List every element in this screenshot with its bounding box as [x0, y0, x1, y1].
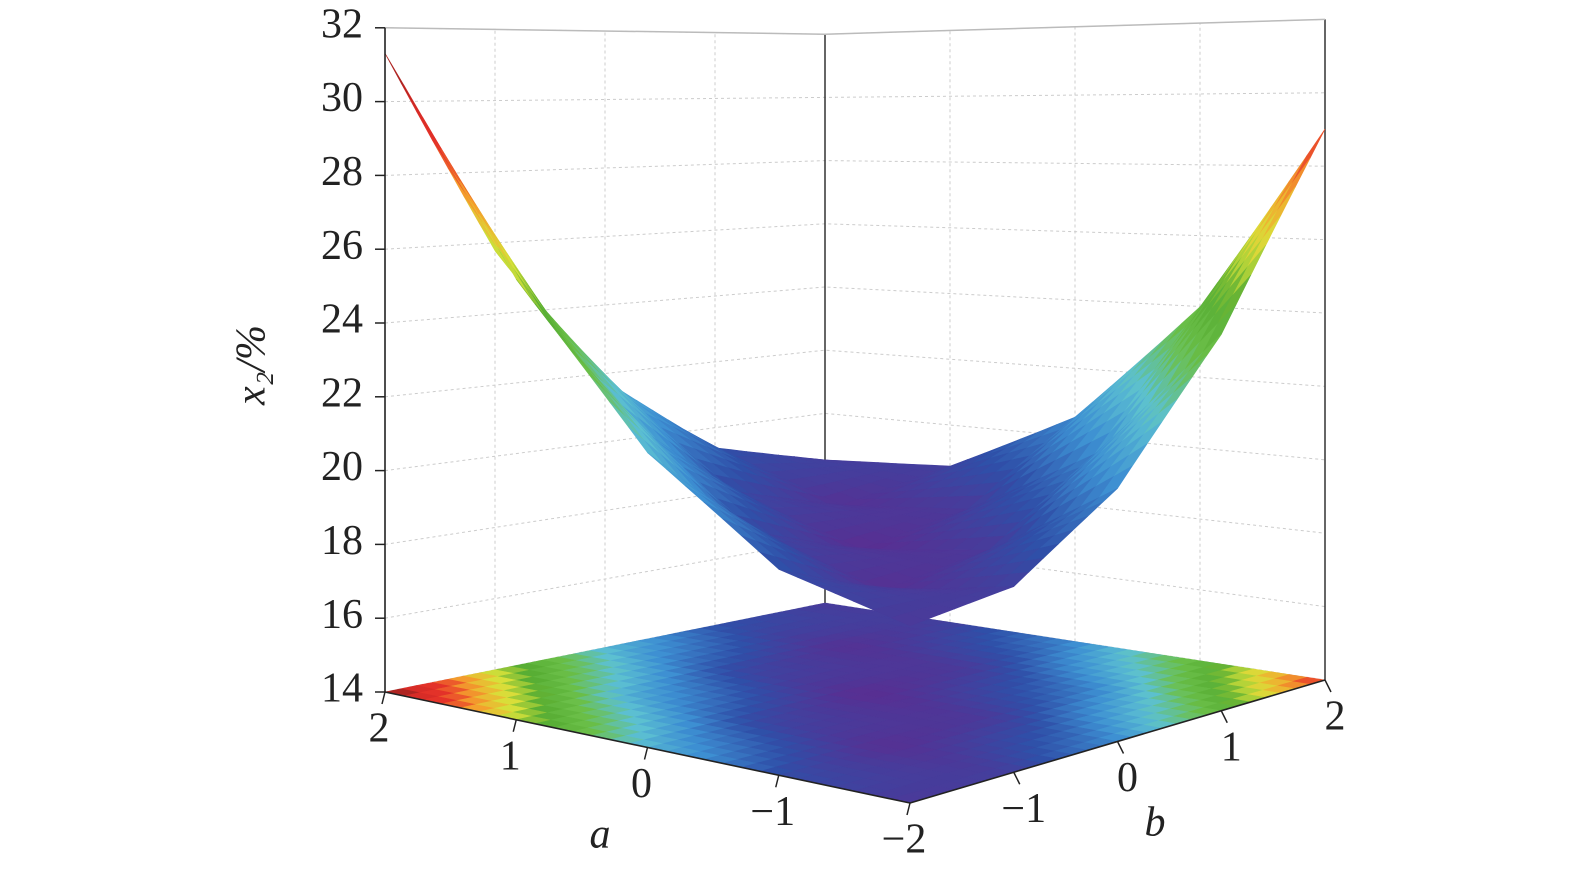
box-edge [824, 18, 1326, 35]
y-tick-label: 0 [1117, 755, 1138, 801]
y-tick [1324, 679, 1332, 693]
box-edge [384, 27, 826, 35]
z-tick-label: 18 [321, 518, 363, 564]
x-tick-label: 1 [500, 733, 521, 779]
y-tick [1013, 771, 1021, 785]
z-tick-label: 16 [321, 592, 363, 638]
x-tick [512, 719, 517, 732]
x-tick-label: −2 [882, 817, 927, 863]
z-tick-label: 20 [321, 444, 363, 490]
y-tick [1220, 710, 1228, 724]
y-axis-label: b [1145, 800, 1166, 846]
y-tick [1116, 741, 1125, 754]
x-axis-label: a [590, 812, 611, 858]
z-tick-label: 28 [321, 149, 363, 195]
x-tick [775, 775, 780, 788]
y-tick-label: 1 [1221, 724, 1242, 770]
y-tick-label: −1 [1001, 786, 1046, 832]
x-tick-label: 0 [631, 761, 652, 807]
x-tick [906, 802, 911, 816]
z-axis-label: x₂/% [229, 325, 275, 406]
surface-patch [890, 612, 926, 627]
x-tick [381, 691, 386, 705]
surface [384, 53, 1326, 627]
x-tick-label: 2 [369, 706, 390, 752]
z-tick-label: 30 [321, 75, 363, 121]
z-tick-label: 14 [321, 666, 363, 712]
z-tick-label: 24 [321, 297, 363, 343]
axes: 14 16 18 20 22 24 26 28 30 32 2 1 0 −1 −2 −1 0 1 2 [321, 1, 1346, 862]
y-tick-label: 2 [1325, 694, 1346, 740]
grid-line [384, 286, 1326, 324]
x-tick [643, 747, 649, 760]
z-tick-label: 26 [321, 223, 363, 269]
z-tick-label: 32 [321, 1, 363, 47]
base-map [384, 602, 1326, 804]
x-tick-label: −1 [750, 789, 795, 835]
z-tick-label: 22 [321, 370, 363, 416]
